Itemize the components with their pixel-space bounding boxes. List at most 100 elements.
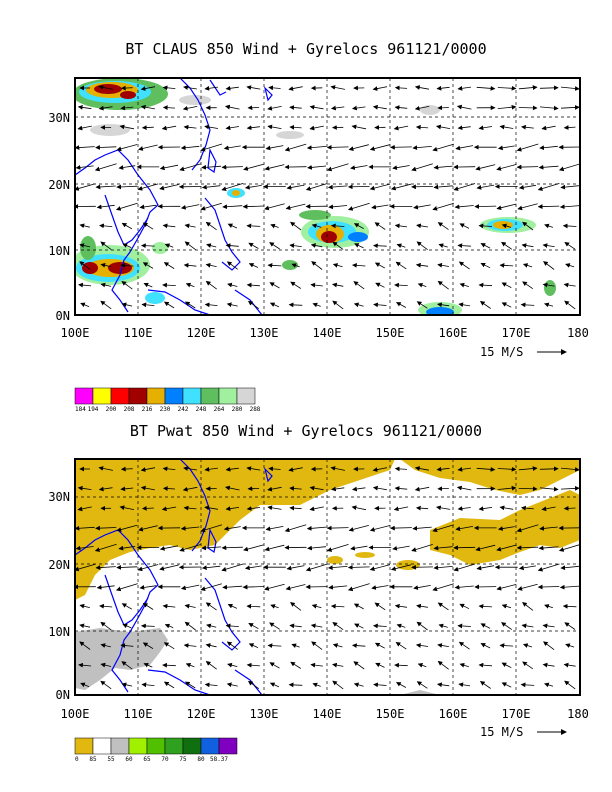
wind-vector (326, 163, 349, 172)
wind-vector (311, 641, 323, 650)
wind-vector (539, 486, 559, 492)
wind-vector (437, 105, 449, 111)
wind-vector (432, 583, 455, 592)
colorbar-label: 65 (143, 756, 151, 763)
wind-vector (496, 584, 517, 591)
wind-vector (537, 584, 560, 590)
wind-vector (433, 164, 453, 170)
wind-vector (222, 204, 243, 210)
panel2-gridlines (75, 459, 580, 695)
panel2-lon-label: 160E (439, 707, 468, 721)
wind-vector (373, 243, 387, 249)
panel1-ref-vector-label: 15 M/S (480, 345, 523, 359)
wind-vector (394, 466, 408, 472)
wind-vector (542, 243, 555, 248)
panel1-gridlines (75, 78, 580, 315)
wind-vector (432, 143, 455, 152)
panel1-lon-label: 170E (502, 326, 531, 340)
wind-vector (457, 466, 472, 472)
wind-vector (77, 105, 92, 110)
wind-vector (310, 243, 323, 248)
wind-vector (183, 505, 197, 511)
wind-vector (412, 145, 432, 151)
wind-vector (476, 466, 496, 472)
wind-vector (353, 682, 364, 688)
wind-vector (499, 505, 514, 511)
wind-vector (204, 124, 219, 130)
wind-vector (307, 165, 327, 170)
panel1-map (75, 78, 580, 315)
wind-vector (95, 565, 116, 570)
wind-vector (501, 241, 513, 250)
panel1-title: BT CLAUS 850 Wind + Gyrelocs 961121/0000 (125, 40, 487, 58)
colorbar-swatch (110, 737, 130, 755)
wind-vector (412, 525, 432, 531)
wind-vector (459, 603, 470, 610)
wind-vector (539, 466, 559, 472)
wind-vector (122, 243, 132, 248)
wind-vector (184, 681, 196, 689)
wind-vector (369, 564, 390, 572)
wind-vector (98, 466, 113, 471)
wind-vector (396, 243, 406, 249)
wind-vector (457, 125, 471, 131)
wind-vector (328, 584, 348, 590)
wind-vector (501, 622, 513, 630)
wind-vector (562, 603, 577, 609)
wind-vector (348, 525, 369, 532)
wind-vector (184, 603, 196, 609)
panel1-cloud-shading (75, 78, 556, 315)
wind-vector (544, 604, 554, 609)
wind-vector (539, 105, 559, 111)
wind-vector (395, 682, 407, 688)
wind-vector (119, 124, 135, 130)
wind-vector (225, 125, 240, 131)
wind-vector (353, 603, 364, 610)
panel1-lon-label: 180 (567, 326, 589, 340)
wind-vector (395, 302, 407, 308)
wind-vector (347, 184, 370, 190)
panel2-title: BT Pwat 850 Wind + Gyrelocs 961121/0000 (129, 422, 483, 440)
wind-vector (244, 184, 262, 190)
wind-vector (478, 603, 493, 609)
wind-vector (307, 545, 327, 551)
wind-vector (413, 204, 431, 210)
wind-vector (390, 525, 412, 531)
wind-vector (246, 466, 261, 471)
wind-vector (140, 86, 156, 91)
wind-vector (453, 563, 476, 572)
wind-vector (347, 583, 370, 592)
wind-vector (184, 621, 196, 631)
wind-vector (416, 681, 428, 689)
wind-vector (538, 545, 559, 551)
wind-vector (162, 466, 176, 472)
wind-vector (414, 466, 430, 471)
wind-vector (161, 506, 177, 512)
wind-vector (269, 302, 280, 308)
panel2-lon-label: 170E (502, 707, 531, 721)
wind-vector (480, 262, 491, 269)
wind-vector (246, 506, 260, 511)
colorbar-label: 0 (75, 756, 79, 763)
colorbar-swatch (128, 387, 148, 405)
wind-vector (162, 486, 176, 491)
wind-vector (121, 603, 133, 610)
wind-vector (459, 662, 470, 668)
wind-vector (98, 486, 113, 492)
wind-vector (394, 486, 408, 491)
wind-vector (416, 223, 428, 229)
panel2-lon-label: 110E (124, 707, 153, 721)
wind-vector (206, 243, 217, 248)
wind-vector (326, 544, 349, 552)
wind-vector (542, 282, 555, 288)
wind-vector (558, 544, 580, 552)
wind-vector (437, 302, 450, 308)
wind-vector (204, 682, 218, 688)
wind-vector (141, 623, 155, 629)
wind-vector (99, 603, 113, 609)
wind-vector (264, 544, 285, 552)
wind-vector (374, 602, 386, 611)
wind-vector (518, 85, 538, 90)
panel2-frame (74, 458, 581, 696)
wind-vector (456, 104, 472, 110)
